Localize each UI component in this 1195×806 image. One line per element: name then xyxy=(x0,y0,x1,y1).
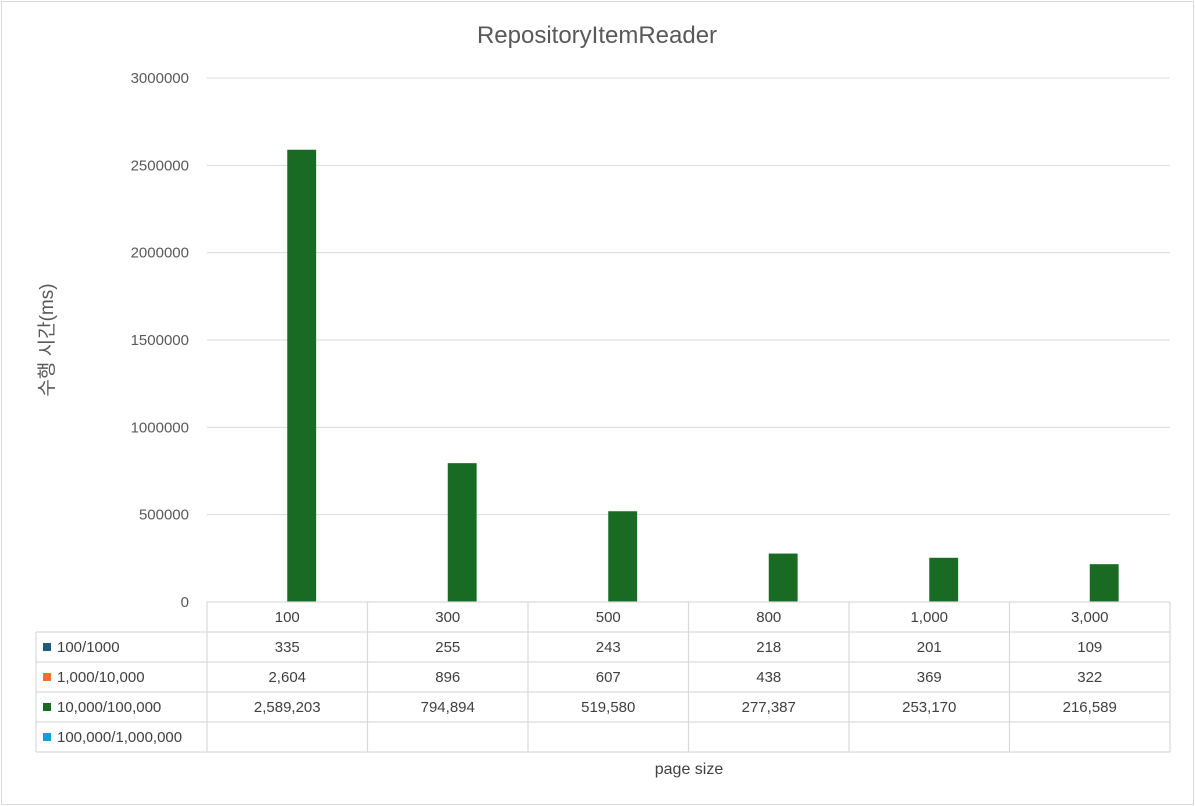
data-label: 607 xyxy=(596,669,621,686)
data-label: 519,580 xyxy=(581,699,635,716)
data-label: 896 xyxy=(435,669,460,686)
legend-swatch xyxy=(43,673,51,681)
bar-10,000/100,000-3,000 xyxy=(1089,564,1119,602)
y-axis-label: 수행 시간(ms) xyxy=(36,283,58,396)
data-label: 277,387 xyxy=(742,699,796,716)
data-label: 2,604 xyxy=(268,669,306,686)
data-label: 369 xyxy=(917,669,942,686)
chart-title: RepositoryItemReader xyxy=(477,22,717,49)
data-label: 794,894 xyxy=(421,699,475,716)
legend-entry: 10,000/100,000 xyxy=(57,699,161,716)
x-tick-label: 3,000 xyxy=(1071,609,1109,626)
gridlines xyxy=(207,77,1170,516)
y-tick-label: 2000000 xyxy=(131,245,189,262)
x-axis-label: page size xyxy=(655,761,724,778)
data-label: 216,589 xyxy=(1063,699,1117,716)
data-label: 322 xyxy=(1077,669,1102,686)
bars xyxy=(229,149,1119,602)
data-label: 243 xyxy=(596,639,621,656)
x-tick-label: 300 xyxy=(435,609,460,626)
x-tick-label: 500 xyxy=(596,609,621,626)
bar-10,000/100,000-300 xyxy=(447,463,477,602)
data-label: 2,589,203 xyxy=(254,699,321,716)
bar-10,000/100,000-100 xyxy=(287,149,317,602)
y-tick-label: 1000000 xyxy=(131,419,189,436)
data-label: 438 xyxy=(756,669,781,686)
data-label: 253,170 xyxy=(902,699,956,716)
legend-entry: 100/1000 xyxy=(57,639,120,656)
x-tick-label: 1,000 xyxy=(910,609,948,626)
data-label: 255 xyxy=(435,639,460,656)
data-label: 201 xyxy=(917,639,942,656)
legend-swatch xyxy=(43,703,51,711)
x-tick-label: 800 xyxy=(756,609,781,626)
y-tick-label: 0 xyxy=(181,594,189,611)
data-label: 109 xyxy=(1077,639,1102,656)
legend-entry: 100,000/1,000,000 xyxy=(57,729,182,746)
y-tick-label: 2500000 xyxy=(131,157,189,174)
legend-entry: 1,000/10,000 xyxy=(57,669,145,686)
bar-10,000/100,000-1,000 xyxy=(929,557,959,602)
bar-10,000/100,000-500 xyxy=(608,511,638,602)
legend-swatch xyxy=(43,643,51,651)
x-tick-label: 100 xyxy=(275,609,300,626)
data-table: 100 300 500 800 1,000 3,000 100/1000 335 255 243 2… xyxy=(35,601,1171,753)
y-tick-label: 1500000 xyxy=(131,332,189,349)
y-axis-ticks: 0 500000 1000000 1500000 2000000 2500000 30000… xyxy=(131,70,189,611)
y-tick-label: 3000000 xyxy=(131,70,189,87)
legend-swatch xyxy=(43,733,51,741)
data-label: 335 xyxy=(275,639,300,656)
bar-10,000/100,000-800 xyxy=(768,553,798,602)
y-tick-label: 500000 xyxy=(139,507,189,524)
data-label: 218 xyxy=(756,639,781,656)
